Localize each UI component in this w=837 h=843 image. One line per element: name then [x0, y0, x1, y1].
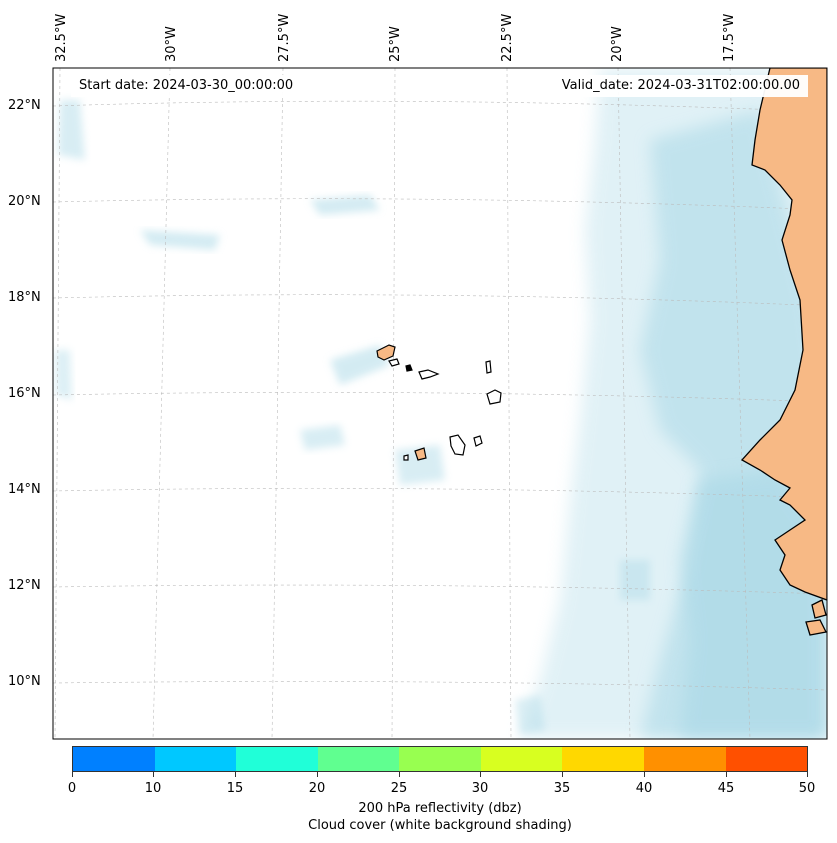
cloud-cover	[55, 68, 827, 739]
colorbar-tick	[480, 772, 481, 777]
colorbar-segment	[643, 747, 726, 771]
colorbar-tick	[562, 772, 563, 777]
lon-label: 20°W	[610, 26, 625, 62]
graticule	[53, 68, 827, 739]
island-santo-antao	[376, 344, 396, 361]
land-africa	[740, 68, 827, 636]
lon-label: 17.5°W	[722, 13, 737, 62]
colorbar-tick	[644, 772, 645, 777]
colorbar-tick-label: 40	[635, 781, 653, 796]
colorbar-tick	[726, 772, 727, 777]
start-date-label: Start date: 2024-03-30_00:00:00	[71, 75, 302, 97]
colorbar-segment	[399, 747, 481, 771]
colorbar-segment	[480, 747, 563, 771]
colorbar-tick	[235, 772, 236, 777]
colorbar-tick	[153, 772, 154, 777]
colorbar-sublabel: Cloud cover (white background shading)	[308, 818, 572, 833]
lon-label: 22.5°W	[500, 13, 515, 62]
colorbar-tick-label: 35	[553, 781, 571, 796]
lon-label: 30°W	[164, 26, 179, 62]
colorbar-segment	[562, 747, 644, 771]
map-frame	[52, 67, 828, 740]
colorbar-tick	[807, 772, 808, 777]
island-santiago	[449, 434, 466, 456]
island-santa-luzia	[405, 364, 413, 372]
colorbar-tick-label: 20	[308, 781, 326, 796]
colorbar-tick-label: 45	[717, 781, 735, 796]
colorbar-tick	[317, 772, 318, 777]
lat-label: 20°N	[8, 194, 41, 209]
cape-verde-islands	[376, 344, 502, 461]
island-maio	[473, 435, 483, 447]
lat-label: 12°N	[8, 578, 41, 593]
lat-label: 18°N	[8, 290, 41, 305]
island-sao-nicolau	[418, 369, 440, 380]
colorbar-tick	[72, 772, 73, 777]
lat-label: 14°N	[8, 482, 41, 497]
valid-date-label: Valid_date: 2024-03-31T02:00:00.00	[553, 75, 808, 97]
colorbar-label: 200 hPa reflectivity (dbz)	[358, 801, 522, 816]
lat-label: 10°N	[8, 674, 41, 689]
island-brava	[403, 454, 409, 461]
colorbar	[72, 746, 808, 772]
island-sao-vicente	[388, 358, 400, 367]
lat-label: 22°N	[8, 98, 41, 113]
colorbar-segment	[317, 747, 400, 771]
colorbar-tick-label: 15	[226, 781, 244, 796]
lat-label: 16°N	[8, 386, 41, 401]
lon-label: 25°W	[388, 26, 403, 62]
colorbar-tick-label: 10	[144, 781, 162, 796]
colorbar-segment	[725, 747, 808, 771]
colorbar-tick-label: 50	[798, 781, 816, 796]
colorbar-segment	[236, 747, 318, 771]
island-boa-vista	[486, 389, 502, 405]
colorbar-tick-label: 30	[471, 781, 489, 796]
colorbar-segment	[73, 747, 155, 771]
colorbar-tick	[399, 772, 400, 777]
colorbar-tick-label: 0	[67, 781, 77, 796]
lon-label: 32.5°W	[54, 13, 69, 62]
colorbar-segment	[154, 747, 237, 771]
colorbar-tick-label: 25	[390, 781, 408, 796]
lon-label: 27.5°W	[277, 13, 292, 62]
map-panel	[52, 67, 828, 740]
island-fogo	[414, 447, 427, 461]
island-sal	[485, 360, 492, 374]
